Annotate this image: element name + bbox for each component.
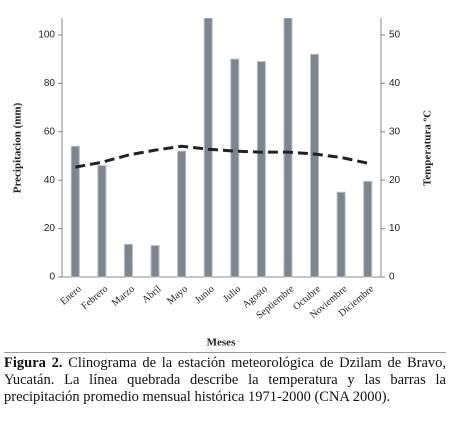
bar (256, 61, 266, 278)
bar (363, 180, 373, 278)
bar (97, 165, 107, 278)
bar (310, 53, 320, 278)
x-tick-label: Junio (193, 284, 217, 306)
x-tick-label: Mayo (165, 284, 190, 307)
y-axis-title: Precipitacion (mm) (12, 102, 24, 193)
x-tick-label: Abril (140, 283, 163, 305)
bar (203, 18, 213, 278)
y-tick-label: 80 (44, 78, 56, 89)
y-tick-label: 60 (44, 126, 56, 137)
y2-tick-label: 20 (389, 175, 401, 186)
y2-axis-title: Temperatura ºC (422, 110, 434, 186)
bar (70, 145, 80, 278)
plot-area (70, 18, 373, 278)
bar (283, 18, 293, 278)
y-tick-label: 100 (38, 30, 55, 41)
bar (123, 243, 133, 278)
temperature-line (75, 144, 369, 169)
y2-tick-label: 0 (389, 272, 395, 283)
y-tick-label: 20 (44, 223, 56, 234)
y2-tick-label: 50 (389, 30, 401, 41)
caption: Figura 2. Clinograma de la estación mete… (4, 352, 446, 406)
y2-tick-label: 40 (389, 78, 401, 89)
x-axis-title: Meses (207, 337, 236, 349)
y-tick-label: 40 (44, 175, 56, 186)
caption-label: Figura 2. (4, 355, 63, 371)
y-tick-label: 0 (49, 272, 55, 283)
y2-tick-label: 10 (389, 223, 401, 234)
x-tick-label: Julio (221, 284, 243, 305)
bar (150, 245, 160, 278)
caption-text: Clinograma de la estación meteorológica … (4, 355, 446, 405)
bar (230, 58, 240, 278)
chart: Precipitacion (mm) Temperatura ºC Meses … (12, 18, 434, 349)
x-tick-label: Febrero (79, 284, 110, 312)
x-tick-label: Marzo (110, 284, 137, 309)
y2-tick-label: 30 (389, 126, 401, 137)
bar (177, 150, 187, 278)
bar (336, 191, 346, 278)
